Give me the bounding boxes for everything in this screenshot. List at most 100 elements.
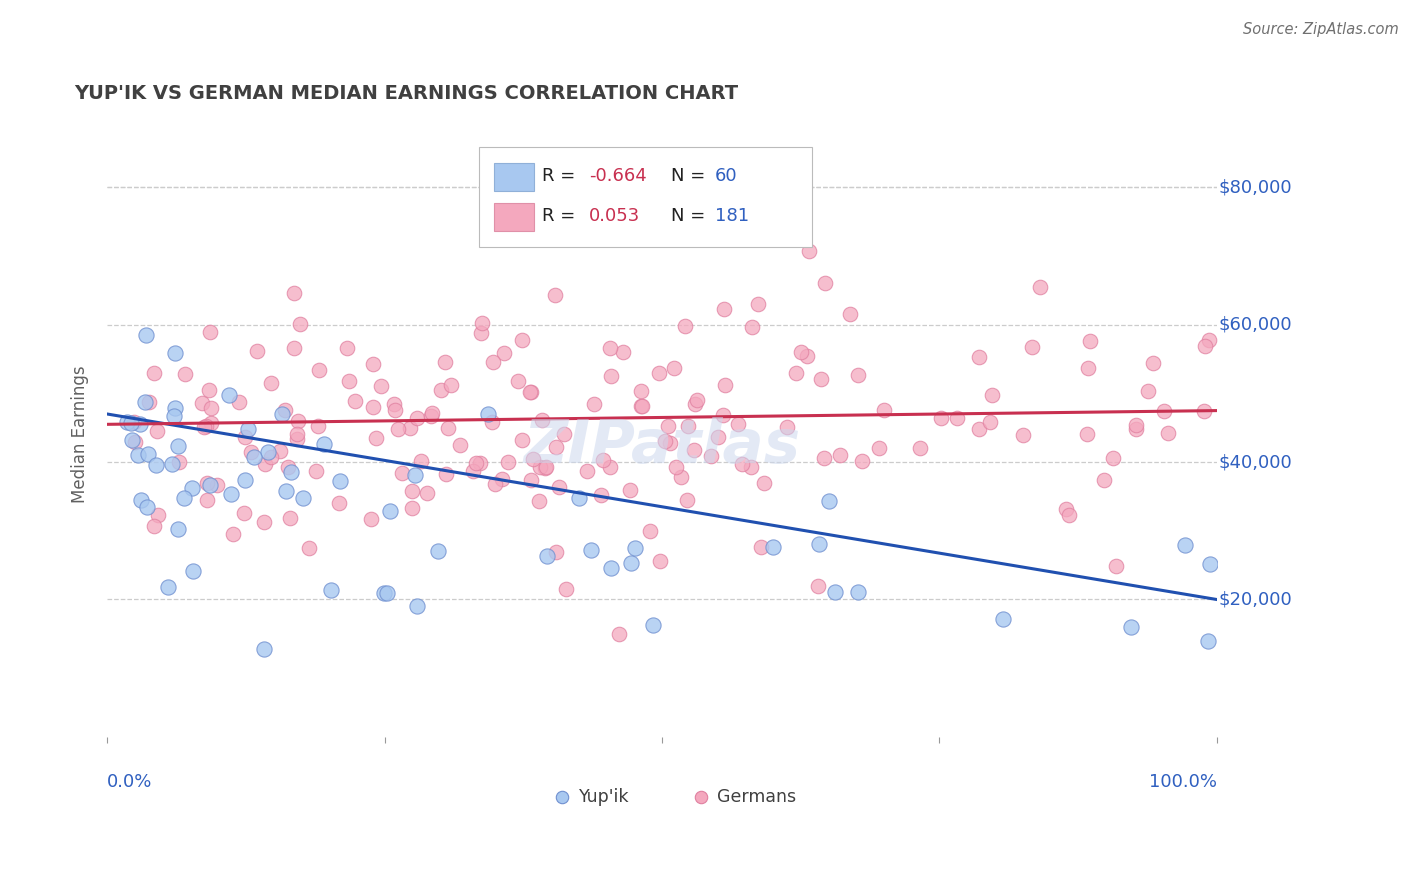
Point: [195, 418, 218, 433]
Point: [583, 397, 606, 411]
Point: [391, 466, 413, 480]
Point: [551, 730, 574, 744]
Point: [260, 376, 283, 391]
Point: [336, 341, 359, 355]
Point: [1092, 473, 1115, 487]
Point: [536, 549, 558, 563]
Point: [163, 409, 186, 423]
Text: Germans: Germans: [717, 789, 797, 806]
Point: [741, 320, 763, 334]
Point: [682, 442, 704, 457]
Point: [846, 368, 869, 383]
Point: [292, 491, 315, 506]
Point: [657, 418, 679, 433]
Point: [1104, 558, 1126, 573]
Point: [624, 541, 647, 555]
Point: [283, 285, 305, 300]
Point: [135, 327, 157, 342]
Text: 0.0%: 0.0%: [107, 773, 153, 791]
Point: [813, 451, 835, 466]
Text: R =: R =: [543, 207, 581, 225]
Point: [377, 586, 399, 600]
Point: [796, 350, 818, 364]
Point: [167, 455, 190, 469]
Point: [233, 430, 256, 444]
Point: [167, 439, 190, 453]
Point: [404, 467, 426, 482]
Point: [361, 357, 384, 371]
Point: [245, 343, 267, 358]
Point: [364, 431, 387, 445]
Point: [751, 540, 773, 554]
Text: -0.664: -0.664: [589, 167, 647, 185]
Point: [278, 511, 301, 525]
Point: [630, 384, 652, 398]
Point: [482, 355, 505, 369]
Point: [195, 492, 218, 507]
Point: [228, 394, 250, 409]
Point: [683, 397, 706, 411]
Point: [200, 477, 222, 491]
Point: [134, 395, 156, 409]
Point: [219, 487, 242, 501]
Point: [253, 641, 276, 656]
Point: [993, 612, 1015, 626]
Point: [599, 460, 621, 475]
Point: [1102, 451, 1125, 466]
Point: [136, 447, 159, 461]
Point: [662, 361, 685, 376]
Point: [529, 460, 551, 475]
Point: [200, 401, 222, 415]
Point: [519, 384, 541, 399]
Point: [548, 480, 571, 494]
Point: [401, 501, 423, 516]
Point: [1125, 421, 1147, 435]
Point: [828, 448, 851, 462]
Point: [599, 341, 621, 355]
Point: [437, 421, 460, 435]
Point: [654, 434, 676, 448]
Point: [243, 450, 266, 465]
Point: [280, 465, 302, 479]
Point: [138, 394, 160, 409]
Point: [553, 427, 575, 442]
Point: [713, 302, 735, 317]
Point: [124, 415, 146, 429]
Point: [555, 582, 578, 597]
Point: [544, 440, 567, 454]
Point: [522, 451, 544, 466]
Point: [128, 417, 150, 432]
Point: [360, 512, 382, 526]
Point: [276, 484, 298, 499]
Point: [481, 415, 503, 429]
Point: [253, 457, 276, 471]
Point: [643, 618, 665, 632]
Point: [434, 355, 457, 369]
Text: 0.053: 0.053: [589, 207, 640, 225]
Point: [1012, 428, 1035, 442]
Point: [807, 537, 830, 551]
Point: [440, 377, 463, 392]
Point: [872, 402, 894, 417]
Point: [496, 455, 519, 469]
Point: [484, 477, 506, 491]
Point: [328, 496, 350, 510]
Point: [384, 402, 406, 417]
Point: [1197, 634, 1219, 648]
Point: [146, 424, 169, 438]
Point: [222, 526, 245, 541]
Text: 100.0%: 100.0%: [1149, 773, 1216, 791]
Point: [1125, 417, 1147, 432]
Point: [135, 500, 157, 515]
Point: [612, 344, 634, 359]
Point: [233, 506, 256, 520]
Point: [599, 560, 621, 574]
Point: [287, 414, 309, 428]
Point: [776, 420, 799, 434]
Point: [575, 464, 598, 478]
FancyBboxPatch shape: [479, 147, 811, 247]
Point: [592, 453, 614, 467]
Point: [631, 399, 654, 413]
Point: [1076, 427, 1098, 442]
Point: [1198, 558, 1220, 572]
